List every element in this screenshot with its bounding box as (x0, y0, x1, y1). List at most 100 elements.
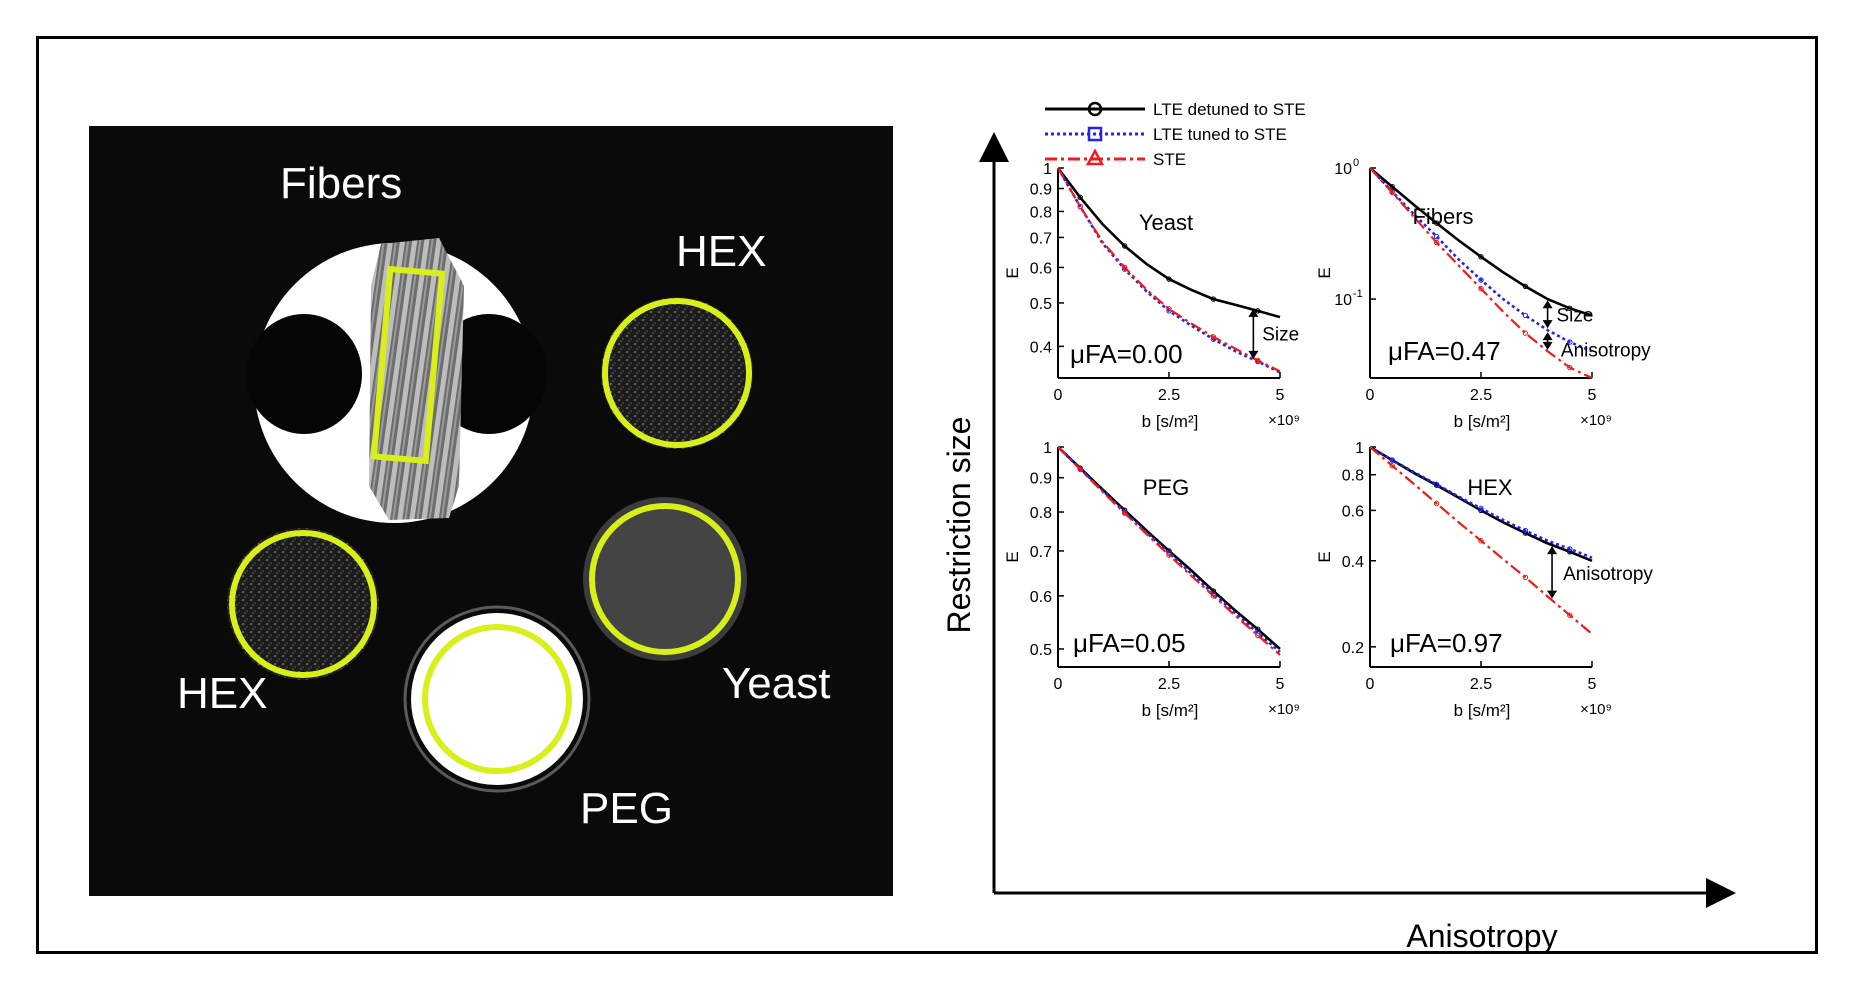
panel-title: Fibers (1412, 204, 1473, 229)
legend-label-lte-detuned: LTE detuned to STE (1153, 100, 1306, 119)
fibers-sample (246, 238, 547, 523)
x-tick-label: 2.5 (1158, 387, 1180, 404)
arrow-head (1542, 320, 1553, 329)
hex-top-sample (601, 297, 753, 449)
yeast-roi (589, 503, 741, 655)
panel-hex: 1 0.8 0.6 0.4 0.2 0 2.5 5 b [s/m²] ×10⁹ E HEX μFA=0.… (1315, 440, 1653, 720)
y-tick-label: 1 (1043, 161, 1052, 178)
data-point (1166, 276, 1172, 282)
arrow-label: Anisotropy (1563, 564, 1653, 585)
y-tick-label: 1 (1043, 440, 1052, 457)
arrow-head (1547, 590, 1558, 599)
mufa-annotation: μFA=0.05 (1073, 628, 1186, 658)
data-point (1166, 306, 1172, 312)
plots-area: LTE detuned to STE LTE tuned to STE STE … (941, 100, 1736, 954)
data-point (1077, 194, 1083, 201)
data-point (1478, 277, 1484, 283)
series-line-1 (1369, 445, 1593, 559)
y-tick-label: 0.8 (1030, 204, 1052, 221)
arrow-head (1547, 546, 1558, 555)
panel-title: HEX (1467, 475, 1513, 500)
panel-title: Yeast (1139, 210, 1193, 235)
mufa-annotation: μFA=0.97 (1390, 628, 1503, 658)
peg-roi (422, 624, 572, 774)
x-multiplier: ×10⁹ (1268, 701, 1300, 718)
data-point (1210, 334, 1217, 340)
x-tick-label: 0 (1366, 387, 1375, 404)
y-tick-label: 10 (1334, 161, 1352, 178)
y-axis-label: E (1003, 267, 1022, 278)
y-axis-label: E (1315, 267, 1334, 278)
x-tick-label: 2.5 (1158, 676, 1180, 693)
y-tick-label: 0.7 (1030, 544, 1052, 561)
y-tick-label: 0.4 (1030, 339, 1052, 356)
x-multiplier: ×10⁹ (1580, 412, 1612, 429)
data-point (1255, 357, 1261, 364)
x-axis-label: b [s/m²] (1142, 701, 1199, 720)
x-tick-label: 2.5 (1470, 676, 1492, 693)
series-line-0 (1056, 167, 1281, 319)
data-point (1522, 527, 1529, 534)
x-axis-label: b [s/m²] (1454, 701, 1511, 720)
y-axis-label: E (1315, 551, 1334, 562)
data-point (1389, 189, 1395, 196)
x-tick-label: 0 (1366, 676, 1375, 693)
series-line-2 (1057, 167, 1281, 373)
data-point (1077, 466, 1083, 473)
data-point (1567, 612, 1573, 618)
legend: LTE detuned to STE LTE tuned to STE STE (1045, 100, 1306, 169)
y-tick-label: 0.8 (1030, 505, 1052, 522)
arrow-label: Size (1556, 305, 1593, 326)
data-point (1567, 546, 1573, 552)
data-point (1478, 505, 1484, 512)
arrow-head (1248, 308, 1259, 317)
legend-entry-lte-detuned: LTE detuned to STE (1045, 100, 1306, 119)
x-multiplier: ×10⁹ (1580, 701, 1612, 718)
y-tick-label: 0.4 (1342, 554, 1364, 571)
data-point (1567, 339, 1573, 345)
arrow-head (1248, 350, 1259, 359)
series-line-1 (1369, 167, 1593, 353)
hex-left-roi (229, 530, 377, 678)
y-tick-label: 0.8 (1342, 468, 1364, 485)
data-point (1121, 510, 1128, 516)
data-point (1433, 481, 1440, 488)
yeast-sample (583, 497, 747, 661)
fibers-roi (370, 265, 446, 465)
y-tick-label: 0.7 (1030, 230, 1052, 247)
y-axis-label: E (1003, 551, 1022, 562)
data-point (1522, 312, 1529, 319)
arrow-label: Size (1262, 325, 1299, 346)
data-point (1522, 330, 1529, 336)
data-point (1522, 574, 1529, 581)
data-point (1478, 538, 1484, 544)
arrow-head (1542, 300, 1553, 309)
data-point (1433, 500, 1440, 507)
y-tick-label: 0.9 (1030, 182, 1052, 199)
data-point (1433, 220, 1440, 226)
data-point (1077, 203, 1083, 210)
x-tick-label: 5 (1276, 387, 1285, 404)
mufa-annotation: μFA=0.00 (1070, 339, 1183, 369)
data-point (1389, 463, 1395, 469)
arrow-head (1542, 341, 1553, 350)
y-tick-exponent: 0 (1353, 157, 1359, 169)
x-tick-label: 5 (1276, 676, 1285, 693)
arrow-head (1542, 332, 1553, 341)
y-tick-label: 0.6 (1030, 589, 1052, 606)
legend-square-marker (1087, 126, 1103, 142)
label-peg: PEG (580, 784, 673, 833)
label-yeast: Yeast (722, 659, 830, 708)
y-tick-label: 0.6 (1342, 503, 1364, 520)
data-point (1255, 632, 1261, 639)
legend-entry-lte-tuned: LTE tuned to STE (1045, 125, 1287, 144)
panel-fibers: 10 010 -10 2.5 5b [s/m²] ×10⁹EFibersμFA=0.47S… (1315, 157, 1651, 431)
series-line-2 (1369, 446, 1593, 635)
y-tick-exponent: -1 (1353, 288, 1363, 300)
legend-triangle-marker (1085, 148, 1105, 166)
y-tick-label: 0.5 (1030, 296, 1052, 313)
data-point (1389, 184, 1395, 190)
anisotropy-label: Anisotropy (1406, 918, 1557, 954)
y-tick-label: 10 (1334, 292, 1352, 309)
data-point (1255, 308, 1261, 314)
